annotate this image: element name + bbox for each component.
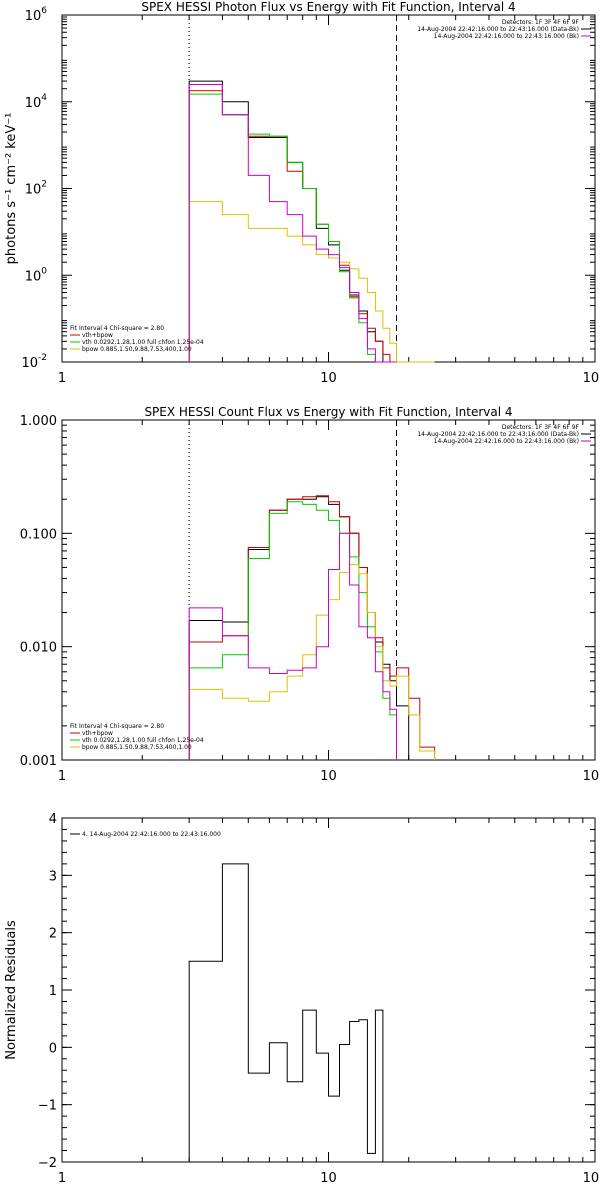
series-data-bk <box>188 80 409 363</box>
y-tick-label: 2 <box>49 927 57 942</box>
plot-frame <box>61 817 596 1163</box>
y-axis-label: photons s⁻¹ cm⁻² keV⁻¹ <box>4 113 19 265</box>
y-tick-label: 1 <box>49 984 57 999</box>
chart-title: SPEX HESSI Photon Flux vs Energy with Fi… <box>141 0 515 14</box>
legend-left-entry: vth+bpow <box>82 730 113 737</box>
y-tick-label: 3 <box>49 869 57 884</box>
x-tick-label: 100 <box>583 769 600 784</box>
legend-left-entry: vth 0.0292,1.28,1.00 full chfon 1.25e-04 <box>82 339 204 346</box>
y-tick-label: 102 <box>25 180 47 198</box>
x-tick-label: 100 <box>583 1171 600 1186</box>
series-4-14-aug-2004-22-42-16-000-to-22-43-16-000 <box>188 863 384 1162</box>
y-tick-label: 10-2 <box>21 353 47 371</box>
legend-right-entry: Detectors: 1F 3F 4F 6F 9F <box>502 19 580 26</box>
series-vth-bpow <box>188 90 435 363</box>
chart-panel-1: SPEX HESSI Photon Flux vs Energy with Fi… <box>4 0 600 386</box>
series-bk <box>188 84 397 363</box>
y-tick-label: 100 <box>25 266 48 284</box>
legend-left-entry: vth+bpow <box>82 332 113 339</box>
legend-left-entry: bpow 0.885,1.50,9.88,7.53,400,1.00 <box>82 744 192 751</box>
y-tick-label: 0 <box>49 1041 57 1056</box>
y-tick-label: 4 <box>49 812 57 827</box>
x-tick-label: 100 <box>583 371 600 386</box>
series-vth <box>188 501 397 760</box>
series-bpow <box>188 201 435 363</box>
x-tick-label: 10 <box>320 371 337 386</box>
chart-panel-3: 1 10 100 −2 −1 0 1 2 3 4 Normalized Residuals 4. 14… <box>4 812 600 1186</box>
legend-left-entry: vth 0.0292,1.28,1.00 full chfon 1.25e-04 <box>82 737 204 744</box>
series-vth <box>188 93 397 363</box>
legend-right-entry: 14-Aug-2004 22:42:16.000 to 22:43:16.000… <box>417 26 579 33</box>
x-tick-label: 10 <box>320 1171 337 1186</box>
x-tick-label: 1 <box>58 769 66 784</box>
chart-panel-2: SPEX HESSI Count Flux vs Energy with Fit… <box>20 405 600 784</box>
legend-left-entry: bpow 0.885,1.50,9.88,7.53,400,1.00 <box>82 346 192 353</box>
series-bpow <box>188 564 436 760</box>
x-tick-label: 1 <box>58 371 66 386</box>
plot-frame <box>61 14 596 363</box>
y-tick-label: −2 <box>38 1156 57 1171</box>
x-tick-label: 1 <box>58 1171 66 1186</box>
legend-right-entry: 14-Aug-2004 22:42:16.000 to 22:43:16.000… <box>434 438 579 445</box>
series-bk <box>188 532 397 760</box>
y-tick-label: 0.001 <box>20 754 57 769</box>
legend-left-entry: 4. 14-Aug-2004 22:42:16.000 to 22:43:16.… <box>82 831 221 838</box>
y-tick-label: 106 <box>25 6 48 24</box>
y-axis-label: Normalized Residuals <box>4 920 19 1060</box>
legend-right-entry: 14-Aug-2004 22:42:16.000 to 22:43:16.000… <box>417 431 579 438</box>
x-tick-label: 10 <box>320 769 337 784</box>
y-tick-label: 0.100 <box>20 527 57 542</box>
legend-left-entry: Fit Interval 4 Chi-square = 2.80 <box>70 723 164 730</box>
legend-right-entry: Detectors: 1F 3F 4F 6F 9F <box>502 424 580 431</box>
y-tick-label: 104 <box>25 93 48 111</box>
series-vth-bpow <box>188 495 436 760</box>
legend-right-entry: 14-Aug-2004 22:42:16.000 to 22:43:16.000… <box>434 33 579 40</box>
y-tick-label: −1 <box>38 1099 57 1114</box>
y-tick-label: 0.010 <box>20 641 57 656</box>
legend-left-entry: Fit Interval 4 Chi-square = 2.80 <box>70 325 164 332</box>
y-tick-label: 1.000 <box>20 414 57 429</box>
chart-title: SPEX HESSI Count Flux vs Energy with Fit… <box>144 405 512 419</box>
